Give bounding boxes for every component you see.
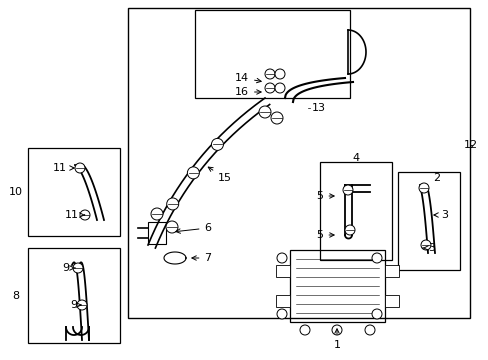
Circle shape <box>274 83 285 93</box>
Text: 11: 11 <box>53 163 74 173</box>
Circle shape <box>371 309 381 319</box>
Text: 5: 5 <box>316 230 333 240</box>
Bar <box>319 162 391 260</box>
Circle shape <box>166 198 178 210</box>
Text: 1: 1 <box>333 329 340 350</box>
Text: 12: 12 <box>463 140 477 150</box>
Text: 6: 6 <box>176 223 211 233</box>
Bar <box>195 10 349 98</box>
Circle shape <box>259 106 270 118</box>
Bar <box>148 222 165 244</box>
Circle shape <box>264 69 274 79</box>
Circle shape <box>364 325 374 335</box>
Circle shape <box>264 83 274 93</box>
Text: 4: 4 <box>352 153 359 163</box>
Bar <box>275 265 289 277</box>
Text: 2: 2 <box>432 173 440 183</box>
Text: 15: 15 <box>208 167 231 183</box>
Circle shape <box>211 138 223 150</box>
Circle shape <box>276 309 286 319</box>
Circle shape <box>73 263 83 273</box>
Text: 11: 11 <box>65 210 84 220</box>
Bar <box>384 265 398 277</box>
Bar <box>28 248 120 343</box>
Circle shape <box>276 253 286 263</box>
Text: 3: 3 <box>422 243 435 253</box>
Bar <box>289 250 384 322</box>
Text: 16: 16 <box>235 87 261 97</box>
Bar <box>384 295 398 307</box>
Circle shape <box>80 210 90 220</box>
Circle shape <box>187 167 199 179</box>
Text: 13: 13 <box>311 103 325 113</box>
Circle shape <box>371 253 381 263</box>
Text: 9: 9 <box>70 300 81 310</box>
Circle shape <box>270 112 283 124</box>
Circle shape <box>75 163 85 173</box>
Bar <box>128 8 469 318</box>
Text: 7: 7 <box>191 253 211 263</box>
Circle shape <box>345 225 354 235</box>
Circle shape <box>274 69 285 79</box>
Text: 14: 14 <box>234 73 261 83</box>
Circle shape <box>342 185 352 195</box>
Text: 5: 5 <box>316 191 333 201</box>
Circle shape <box>420 240 430 250</box>
Bar <box>397 172 459 270</box>
Text: 3: 3 <box>433 210 447 220</box>
Bar <box>275 295 289 307</box>
Circle shape <box>418 183 428 193</box>
Text: 8: 8 <box>12 291 20 301</box>
Circle shape <box>165 221 178 233</box>
Circle shape <box>151 208 163 220</box>
Circle shape <box>77 300 87 310</box>
Bar <box>28 148 120 236</box>
Text: 10: 10 <box>9 187 23 197</box>
Circle shape <box>299 325 309 335</box>
Circle shape <box>331 325 341 335</box>
Text: 9: 9 <box>62 263 75 273</box>
